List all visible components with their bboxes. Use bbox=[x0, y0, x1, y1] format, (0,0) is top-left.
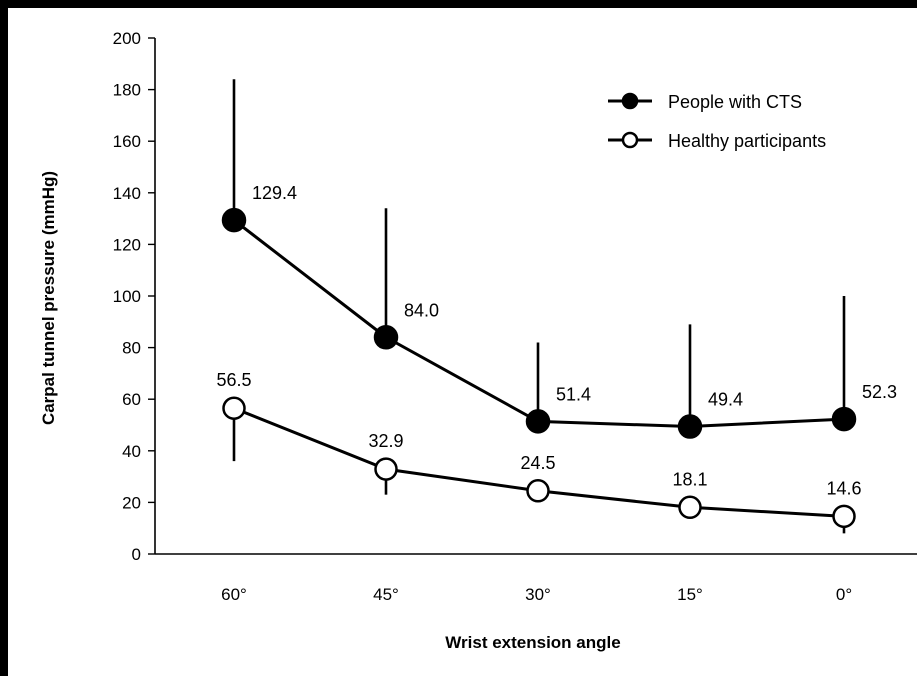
point-healthy bbox=[222, 396, 246, 420]
point-cts bbox=[677, 414, 703, 439]
data-label-healthy: 18.1 bbox=[672, 469, 707, 489]
data-label-healthy: 32.9 bbox=[368, 431, 403, 451]
data-label-healthy: 56.5 bbox=[216, 370, 251, 390]
axes bbox=[148, 37, 917, 555]
legend-marker-filled bbox=[621, 92, 639, 110]
data-label-healthy: 24.5 bbox=[520, 453, 555, 473]
point-cts bbox=[525, 409, 551, 434]
x-axis-title: Wrist extension angle bbox=[445, 633, 620, 652]
x-tick-label: 30° bbox=[525, 585, 551, 604]
point-healthy bbox=[678, 495, 702, 520]
legend: People with CTS Healthy participants bbox=[608, 92, 826, 151]
y-tick-label: 180 bbox=[113, 81, 141, 100]
tick-labels: 0 20 40 60 80 100 120 140 160 180 200 60° 45° 30° 15° 0… bbox=[113, 29, 853, 604]
point-healthy bbox=[374, 457, 398, 481]
y-tick-label: 120 bbox=[113, 235, 141, 254]
y-tick-label: 200 bbox=[113, 29, 141, 48]
data-label-cts: 52.3 bbox=[862, 382, 897, 402]
legend-marker-open bbox=[621, 131, 639, 149]
chart-frame: 0 20 40 60 80 100 120 140 160 180 200 60° 45° 30° 15° 0… bbox=[8, 8, 917, 676]
point-healthy bbox=[526, 479, 550, 503]
y-tick-label: 80 bbox=[122, 339, 141, 358]
y-tick-label: 140 bbox=[113, 184, 141, 203]
y-tick-label: 100 bbox=[113, 287, 141, 306]
data-label-cts: 84.0 bbox=[404, 300, 439, 320]
point-cts bbox=[221, 207, 247, 233]
series-markers bbox=[221, 207, 857, 529]
y-tick-label: 20 bbox=[122, 493, 141, 512]
x-tick-label: 45° bbox=[373, 585, 399, 604]
point-cts bbox=[831, 406, 857, 432]
x-tick-label: 15° bbox=[677, 585, 703, 604]
x-tick-label: 0° bbox=[836, 585, 852, 604]
y-tick-label: 160 bbox=[113, 132, 141, 151]
data-label-healthy: 14.6 bbox=[826, 478, 861, 498]
y-tick-label: 0 bbox=[132, 545, 141, 564]
legend-label: Healthy participants bbox=[668, 131, 826, 151]
legend-label: People with CTS bbox=[668, 92, 802, 112]
data-label-cts: 49.4 bbox=[708, 390, 743, 410]
x-tick-label: 60° bbox=[221, 585, 247, 604]
data-label-cts: 129.4 bbox=[252, 183, 297, 203]
point-cts bbox=[373, 325, 399, 350]
y-axis-title: Carpal tunnel pressure (mmHg) bbox=[39, 171, 58, 425]
y-tick-label: 40 bbox=[122, 442, 141, 461]
line-chart: 0 20 40 60 80 100 120 140 160 180 200 60° 45° 30° 15° 0… bbox=[39, 29, 917, 652]
point-healthy bbox=[832, 504, 856, 529]
data-label-cts: 51.4 bbox=[556, 384, 591, 404]
y-tick-label: 60 bbox=[122, 390, 141, 409]
data-labels: 129.4 84.0 51.4 49.4 52.3 56.5 32.9 24.5 18.1 14.… bbox=[216, 183, 897, 498]
